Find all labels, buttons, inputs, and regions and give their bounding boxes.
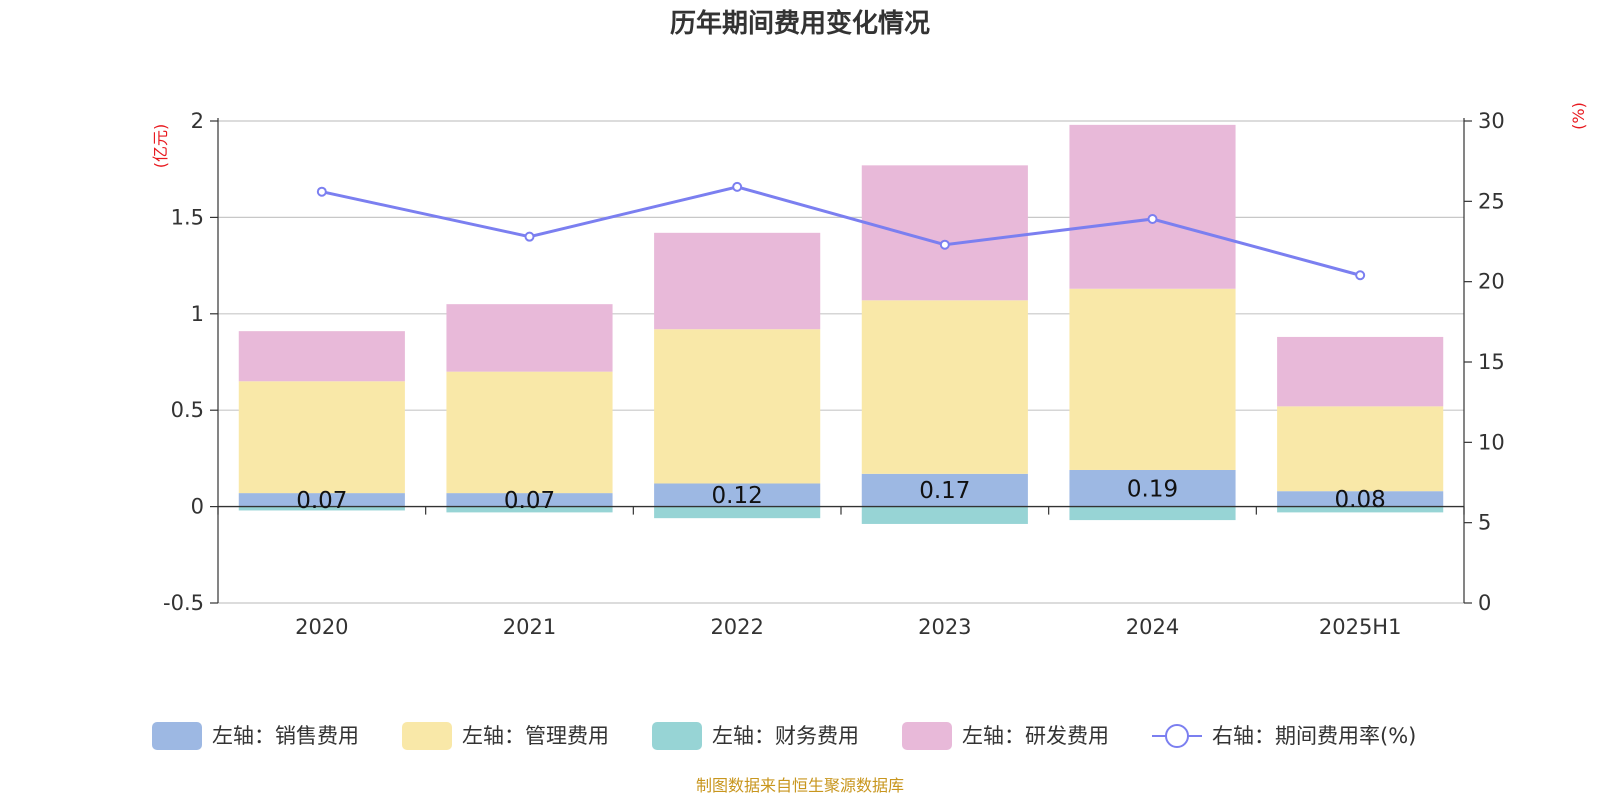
data-label: 0.17 <box>919 478 970 504</box>
bar <box>238 493 405 507</box>
data-label: 0.07 <box>504 488 555 514</box>
left-tick-label: 1.5 <box>171 205 204 229</box>
legend-swatch <box>152 722 202 750</box>
right-tick-label: 15 <box>1478 350 1505 374</box>
left-tick-label: 0.5 <box>171 398 204 422</box>
bar <box>1277 491 1444 507</box>
legend-swatch <box>902 722 952 750</box>
right-axis-unit: (%) <box>1569 102 1588 130</box>
left-tick-label: 2 <box>191 109 204 133</box>
bar <box>1069 124 1236 289</box>
x-tick-label: 2022 <box>710 615 763 639</box>
left-tick-label: 1 <box>191 302 204 326</box>
legend-label: 右轴：期间费用率(%) <box>1212 724 1416 748</box>
x-tick-label: 2023 <box>918 615 971 639</box>
legend-swatch <box>402 722 452 750</box>
bar <box>238 381 405 494</box>
bar <box>861 165 1028 301</box>
chart-title: 历年期间费用变化情况 <box>670 8 930 39</box>
bar <box>654 506 821 519</box>
bar <box>654 483 821 507</box>
right-tick-label: 20 <box>1478 270 1505 294</box>
bars <box>238 124 1444 524</box>
bar <box>861 473 1028 507</box>
bar <box>238 331 405 382</box>
left-axis-unit: (亿元) <box>151 124 170 169</box>
right-tick-label: 10 <box>1478 430 1505 454</box>
gridlines <box>218 120 1464 604</box>
bar <box>861 300 1028 474</box>
data-labels: 0.07 0.07 0.12 0.17 0.19 0.08 <box>296 476 1386 514</box>
x-tick-label: 2025H1 <box>1319 615 1402 639</box>
right-tick-label: 0 <box>1478 591 1491 615</box>
bar <box>1277 506 1444 513</box>
bar <box>1069 469 1236 507</box>
legend-label: 左轴：管理费用 <box>462 724 609 748</box>
line-point <box>1147 214 1158 225</box>
bar <box>1277 406 1444 492</box>
x-tick-label: 2024 <box>1126 615 1179 639</box>
left-tick-label: 0 <box>191 495 204 519</box>
data-label: 0.12 <box>712 483 763 509</box>
legend-label: 左轴：研发费用 <box>962 724 1109 748</box>
legend-label: 左轴：销售费用 <box>212 724 359 748</box>
line-point <box>732 181 743 192</box>
legend-marker <box>1165 724 1189 748</box>
bar <box>1277 336 1444 407</box>
x-tick-label: 2021 <box>503 615 556 639</box>
left-tick-label: -0.5 <box>163 591 204 615</box>
bar <box>654 329 821 484</box>
bar <box>446 371 613 494</box>
right-tick-label: 30 <box>1478 109 1505 133</box>
right-tick-label: 25 <box>1478 189 1505 213</box>
bar <box>1069 506 1236 521</box>
line-series <box>316 181 1366 281</box>
x-tick-label: 2020 <box>295 615 348 639</box>
bar <box>1069 288 1236 470</box>
bar <box>238 506 405 511</box>
line-point <box>939 239 950 250</box>
right-tick-label: 5 <box>1478 511 1491 535</box>
data-label: 0.19 <box>1127 476 1178 502</box>
bar <box>446 493 613 507</box>
data-label: 0.08 <box>1335 487 1386 513</box>
line-point <box>524 231 535 242</box>
bar <box>446 304 613 372</box>
data-label: 0.07 <box>296 488 347 514</box>
legend-swatch <box>652 722 702 750</box>
line-point <box>316 186 327 197</box>
bar <box>446 506 613 513</box>
bar <box>654 232 821 330</box>
legend-label: 左轴：财务费用 <box>712 724 859 748</box>
bar <box>861 506 1028 524</box>
line-path <box>321 185 1361 277</box>
legend: 左轴：销售费用 左轴：管理费用 左轴：财务费用 左轴：研发费用 右轴：期间费用率(%) <box>152 722 1416 750</box>
source-note: 制图数据来自恒生聚源数据库 <box>696 776 904 795</box>
line-point <box>1355 270 1366 281</box>
